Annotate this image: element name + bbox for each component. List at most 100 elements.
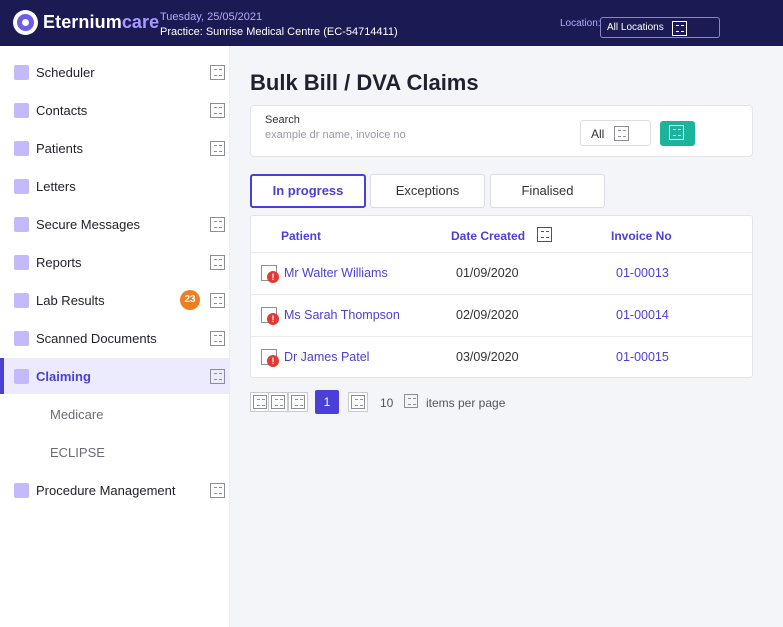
chevron-left-icon <box>291 395 305 409</box>
search-label: Search <box>265 114 300 126</box>
items-per-page-label: items per page <box>426 396 506 410</box>
chevron-right-icon <box>210 102 225 118</box>
messages-icon <box>14 216 29 232</box>
chevron-right-icon <box>210 254 225 270</box>
sidebar-subitem-eclipse[interactable]: ECLIPSE <box>0 434 230 470</box>
reports-icon <box>14 254 29 270</box>
tab-in-progress[interactable]: In progress <box>250 174 366 208</box>
chevron-down-icon <box>404 394 418 408</box>
patient-name[interactable]: Dr James Patel <box>284 350 370 364</box>
filter-value: All <box>591 127 605 141</box>
search-icon <box>669 125 684 140</box>
first-page-icon <box>253 395 267 409</box>
chevron-left-icon <box>271 395 285 409</box>
sidebar-item-secure-messages[interactable]: Secure Messages <box>0 206 230 242</box>
location-value: All Locations <box>607 22 664 33</box>
patient-name[interactable]: Ms Sarah Thompson <box>284 308 400 322</box>
tab-finalised[interactable]: Finalised <box>490 174 605 208</box>
items-per-page-value[interactable]: 10 <box>380 396 394 410</box>
date-created: 03/09/2020 <box>456 350 519 364</box>
chevron-right-icon <box>210 216 225 232</box>
brand-main: Eternium <box>43 12 122 32</box>
documents-icon <box>14 330 29 346</box>
sidebar-item-label: Patients <box>36 140 83 156</box>
items-per-page-dropdown[interactable] <box>402 392 422 412</box>
table-row[interactable]: Dr James Patel 03/09/2020 01-00015 <box>251 336 752 378</box>
current-page-button[interactable]: 1 <box>315 390 339 414</box>
sidebar-item-claiming[interactable]: Claiming <box>0 358 230 394</box>
sort-icon[interactable] <box>537 227 552 242</box>
sidebar-item-reports[interactable]: Reports <box>0 244 230 280</box>
search-button[interactable] <box>660 121 695 146</box>
table-row[interactable]: Ms Sarah Thompson 02/09/2020 01-00014 <box>251 294 752 336</box>
lab-results-icon <box>14 292 29 308</box>
app-logo[interactable]: Eterniumcare <box>13 10 159 35</box>
sidebar-item-patients[interactable]: Patients <box>0 130 230 166</box>
chevron-right-icon <box>210 330 225 346</box>
procedure-icon <box>14 482 29 498</box>
chevron-right-icon <box>210 292 225 308</box>
warning-icon <box>261 307 279 325</box>
sidebar-item-scanned-documents[interactable]: Scanned Documents <box>0 320 230 356</box>
column-header-patient[interactable]: Patient <box>281 229 322 243</box>
chevron-right-icon <box>210 140 225 156</box>
sidebar-item-label: Reports <box>36 254 82 270</box>
practice-info: Practice: Sunrise Medical Centre (EC-547… <box>160 26 398 38</box>
sidebar-item-lab-results[interactable]: Lab Results 23 <box>0 282 230 318</box>
sidebar-item-label: Scanned Documents <box>36 330 157 346</box>
previous-page-button[interactable] <box>268 392 288 412</box>
sidebar-subitem-medicare[interactable]: Medicare <box>0 396 230 432</box>
brand-accent: care <box>121 12 160 32</box>
sidebar-item-label: Scheduler <box>36 64 95 80</box>
tab-exceptions[interactable]: Exceptions <box>370 174 485 208</box>
claims-table: Patient Date Created Invoice No Mr Walte… <box>250 215 753 378</box>
next-page-button[interactable] <box>348 392 368 412</box>
page-title: Bulk Bill / DVA Claims <box>250 70 479 95</box>
invoice-link[interactable]: 01-00015 <box>616 350 669 364</box>
warning-icon <box>261 349 279 367</box>
date-created: 02/09/2020 <box>456 308 519 322</box>
date-created: 01/09/2020 <box>456 266 519 280</box>
chevron-down-icon <box>672 21 687 36</box>
sidebar-item-label: Contacts <box>36 102 88 118</box>
search-panel: Search All <box>250 105 753 157</box>
table-row[interactable]: Mr Walter Williams 01/09/2020 01-00013 <box>251 252 752 294</box>
brand-name: Eterniumcare <box>43 12 159 33</box>
patient-name[interactable]: Mr Walter Williams <box>284 266 388 280</box>
column-header-invoice-no[interactable]: Invoice No <box>611 229 672 243</box>
chevron-down-icon <box>614 126 629 141</box>
location-label: Location: <box>560 18 601 29</box>
chevron-up-icon <box>210 368 225 384</box>
patients-icon <box>14 140 29 156</box>
sidebar-item-label: Letters <box>36 178 76 194</box>
scheduler-icon <box>14 64 29 80</box>
sidebar-item-label: Lab Results <box>36 292 105 308</box>
sidebar-item-label: Medicare <box>50 406 104 422</box>
column-header-label: Date Created <box>451 229 526 243</box>
sidebar-item-label: Claiming <box>36 368 91 384</box>
chevron-right-icon <box>210 64 225 80</box>
sidebar-item-label: Secure Messages <box>36 216 141 232</box>
sidebar-item-letters[interactable]: Letters <box>0 168 230 204</box>
invoice-link[interactable]: 01-00014 <box>616 308 669 322</box>
chevron-right-icon <box>210 482 225 498</box>
invoice-link[interactable]: 01-00013 <box>616 266 669 280</box>
sidebar-item-label: ECLIPSE <box>50 444 105 460</box>
column-header-date-created[interactable]: Date Created <box>451 227 552 243</box>
sidebar-item-contacts[interactable]: Contacts <box>0 92 230 128</box>
search-input[interactable] <box>265 129 565 141</box>
chevron-right-icon <box>351 395 365 409</box>
location-select[interactable]: All Locations <box>600 17 720 38</box>
first-page-button[interactable] <box>250 392 270 412</box>
sidebar-item-label: Procedure Management <box>36 482 176 498</box>
notification-badge: 23 <box>180 290 200 310</box>
current-date: Tuesday, 25/05/2021 <box>160 11 263 23</box>
sidebar-item-procedure-management[interactable]: Procedure Management <box>0 472 230 508</box>
contacts-icon <box>14 102 29 118</box>
warning-icon <box>261 265 279 283</box>
sidebar-item-scheduler[interactable]: Scheduler <box>0 54 230 90</box>
filter-select[interactable]: All <box>580 120 651 146</box>
sidebar: Scheduler Contacts Patients Letters Secu… <box>0 46 230 627</box>
page-nav-button[interactable] <box>288 392 308 412</box>
claiming-icon <box>14 368 29 384</box>
